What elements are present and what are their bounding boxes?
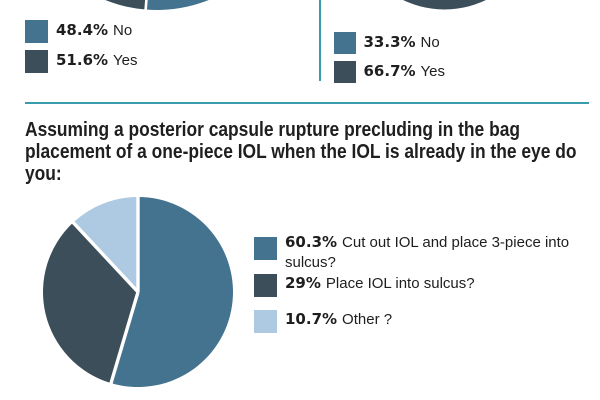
legend-label-yes: 66.7% Yes: [364, 61, 446, 82]
pie-slice-1: [105, 0, 147, 10]
legend-percent: 33.3%: [363, 32, 416, 51]
legend-answer: Yes: [113, 52, 138, 69]
legend-answer: Other ?: [342, 311, 393, 329]
legend-label-no: 48.4% No: [56, 20, 132, 41]
pie-slice-1: [403, 0, 486, 10]
legend-label-other: 10.7% Other ?: [285, 309, 392, 330]
legend-answer: Cut out IOL and place 3-piece into sulcu…: [285, 233, 570, 271]
pie-chart-main: [42, 196, 233, 387]
legend-label-yes: 51.6% Yes: [56, 50, 138, 71]
question-title: Assuming a posterior capsule rupture pre…: [25, 119, 577, 185]
horizontal-divider-line: [25, 102, 589, 104]
legend-percent: 48.4%: [56, 21, 109, 39]
legend-percent: 60.3%: [285, 232, 338, 251]
vertical-divider-line: [319, 0, 321, 81]
legend-answer: Yes: [420, 62, 446, 80]
pie-chart-top-right: [403, 0, 486, 10]
pie-slice-2: [73, 197, 138, 292]
legend-swatch-cut-out: [254, 237, 277, 260]
pie-slice-1: [42, 222, 139, 384]
legend-swatch-yes: [333, 60, 356, 83]
pie-slice-separator: [109, 291, 140, 385]
legend-percent: 10.7%: [285, 310, 338, 329]
legend-percent: 29%: [285, 274, 321, 293]
legend-swatch-no: [25, 20, 48, 43]
legend-label-place: 29% Place IOL into sulcus?: [285, 273, 475, 294]
legend-swatch-yes: [25, 50, 48, 73]
pie-slice-separator: [144, 0, 148, 11]
pie-slice-separator: [71, 220, 140, 294]
legend-answer: Place IOL into sulcus?: [325, 275, 475, 293]
legend-label-cut-out: 60.3% Cut out IOL and place 3-piece into …: [285, 232, 573, 273]
pie-slice-0: [111, 197, 233, 387]
legend-answer: No: [113, 22, 133, 39]
legend-swatch-place: [254, 273, 277, 297]
legend-answer: No: [420, 33, 440, 51]
pie-slice-0: [145, 0, 209, 10]
legend-percent: 66.7%: [363, 61, 416, 80]
legend-swatch-other: [254, 309, 277, 333]
legend-swatch-no: [333, 31, 356, 54]
legend-percent: 51.6%: [56, 51, 109, 69]
legend-label-no: 33.3% No: [364, 32, 440, 53]
pie-chart-top-left: [105, 0, 209, 11]
